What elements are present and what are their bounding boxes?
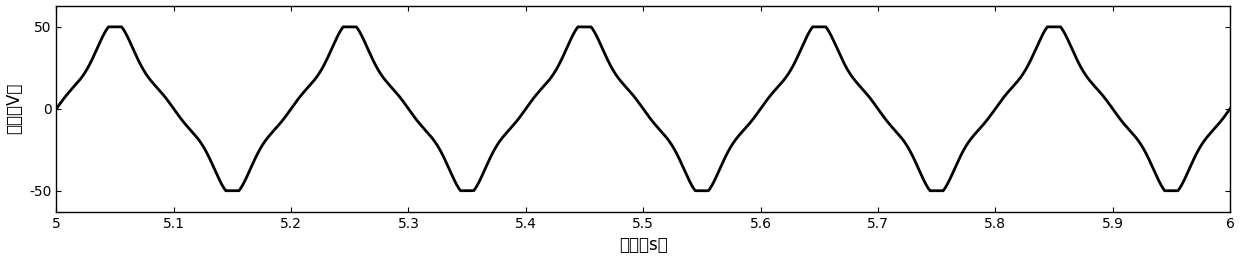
Y-axis label: 电压（V）: 电压（V）	[5, 83, 24, 134]
X-axis label: 时间（s）: 时间（s）	[619, 236, 667, 255]
